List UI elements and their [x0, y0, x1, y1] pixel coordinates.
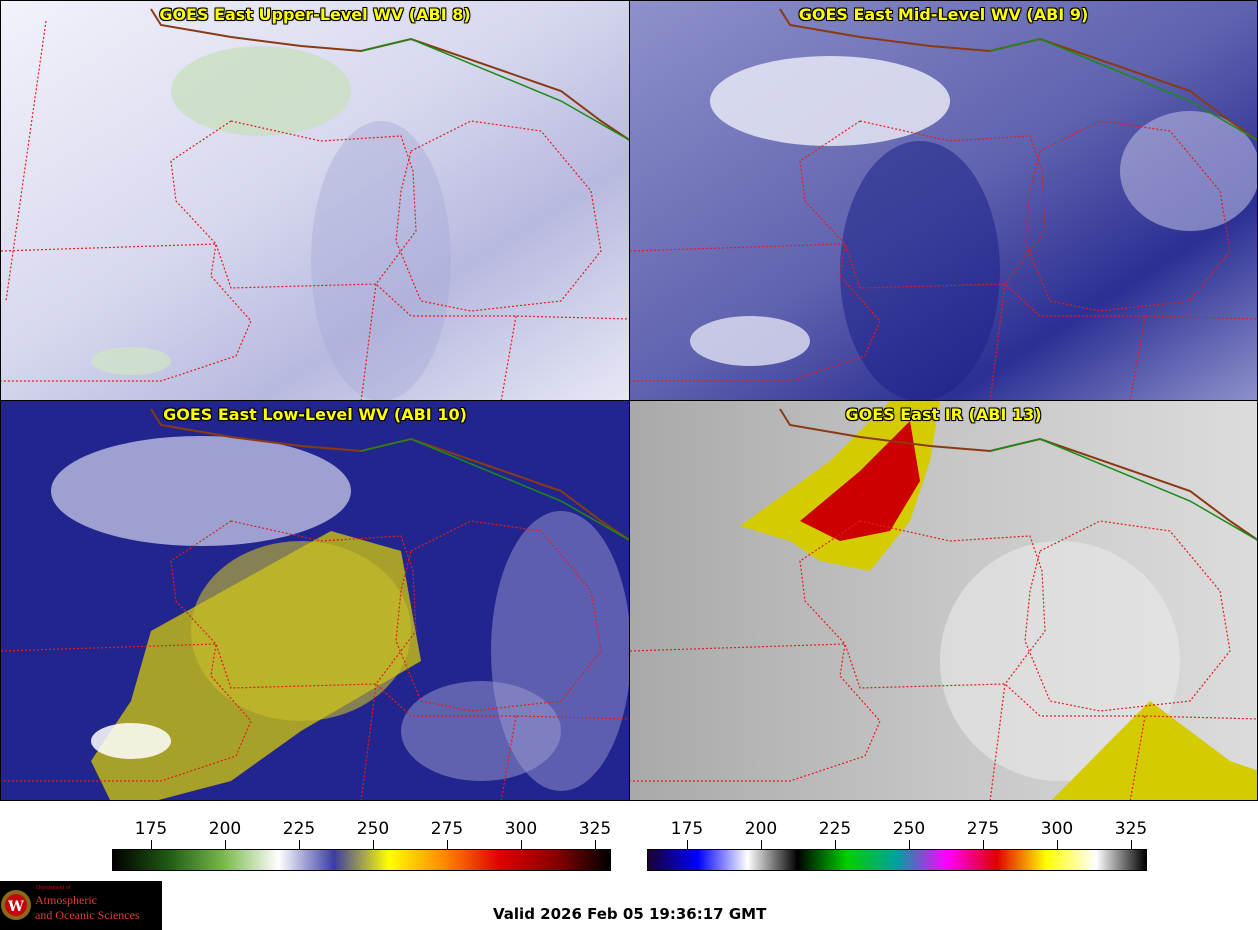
- low-level-wv-panel: GOES East Low-Level WV (ABI 10): [0, 400, 630, 801]
- tick-label: 200: [208, 819, 242, 839]
- low-level-wv-map: [1, 401, 629, 800]
- logo-name-line2: and Oceanic Sciences: [35, 908, 140, 922]
- panel-title: GOES East Low-Level WV (ABI 10): [163, 405, 467, 424]
- upper-level-wv-map: [1, 1, 629, 400]
- tick-label: 325: [578, 819, 612, 839]
- tick-label: 225: [282, 819, 316, 839]
- tick-label: 250: [892, 819, 926, 839]
- tick-label: 325: [1114, 819, 1148, 839]
- mid-level-wv-map: [630, 1, 1257, 400]
- tick-label: 275: [430, 819, 464, 839]
- panel-title: GOES East IR (ABI 13): [845, 405, 1042, 424]
- tick-label: 300: [1040, 819, 1074, 839]
- ir-colorbar: [647, 849, 1147, 871]
- aos-logo: W Department of Atmospheric and Oceanic …: [0, 881, 162, 930]
- tick-label: 300: [504, 819, 538, 839]
- panel-title: GOES East Upper-Level WV (ABI 8): [159, 5, 471, 24]
- panel-title: GOES East Mid-Level WV (ABI 9): [798, 5, 1089, 24]
- wv-colorbar: [112, 849, 611, 871]
- logo-dept: Department of: [36, 885, 71, 891]
- ir-panel: GOES East IR (ABI 13): [629, 400, 1258, 801]
- mid-level-wv-panel: GOES East Mid-Level WV (ABI 9): [629, 0, 1258, 401]
- tick-label: 175: [670, 819, 704, 839]
- svg-text:W: W: [7, 899, 24, 915]
- tick-label: 275: [966, 819, 1000, 839]
- tick-label: 200: [744, 819, 778, 839]
- tick-label: 175: [134, 819, 168, 839]
- uw-crest-icon: W: [1, 890, 31, 920]
- valid-time: Valid 2026 Feb 05 19:36:17 GMT: [493, 905, 767, 923]
- ir-map: [630, 401, 1257, 800]
- tick-label: 250: [356, 819, 390, 839]
- upper-level-wv-panel: GOES East Upper-Level WV (ABI 8): [0, 0, 630, 401]
- logo-name-line1: Atmospheric: [35, 893, 97, 907]
- tick-label: 225: [818, 819, 852, 839]
